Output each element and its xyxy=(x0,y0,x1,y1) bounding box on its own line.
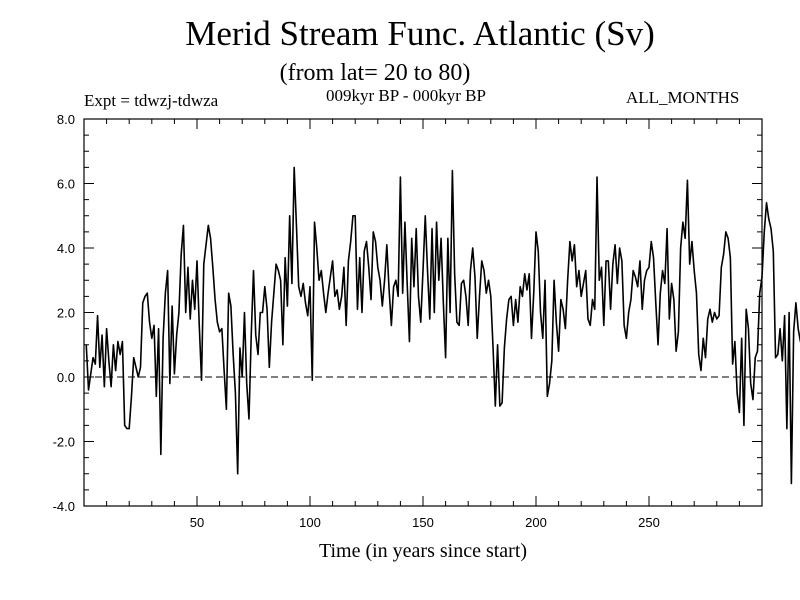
y-tick-label: 8.0 xyxy=(57,112,75,127)
y-tick-label: 0.0 xyxy=(57,370,75,385)
plot-frame xyxy=(83,118,763,507)
chart-subtitle: (from lat= 20 to 80) xyxy=(279,60,471,86)
y-tick-label: -4.0 xyxy=(53,499,75,514)
y-tick-label: 6.0 xyxy=(57,177,75,192)
x-tick-label: 200 xyxy=(525,515,547,530)
minor-ticks xyxy=(84,119,762,506)
x-tick-label: 50 xyxy=(190,515,204,530)
series-line xyxy=(85,166,800,485)
y-tick-label: -2.0 xyxy=(53,435,75,450)
x-tick-label: 250 xyxy=(638,515,660,530)
y-tick-label: 2.0 xyxy=(57,306,75,321)
chart-title: Merid Stream Func. Atlantic (Sv) xyxy=(185,14,655,53)
x-tick-labels: 50 100 150 200 250 xyxy=(190,515,660,530)
x-axis-label: Time (in years since start) xyxy=(319,540,527,562)
y-tick-label: 4.0 xyxy=(57,241,75,256)
x-tick-label: 100 xyxy=(299,515,321,530)
period-label: 009kyr BP - 000kyr BP xyxy=(326,86,486,105)
months-label: ALL_MONTHS xyxy=(626,88,740,107)
x-tick-label: 150 xyxy=(412,515,434,530)
y-tick-labels: -4.0 -2.0 0.0 2.0 4.0 6.0 8.0 xyxy=(53,112,75,514)
experiment-label: Expt = tdwzj-tdwza xyxy=(84,91,219,110)
